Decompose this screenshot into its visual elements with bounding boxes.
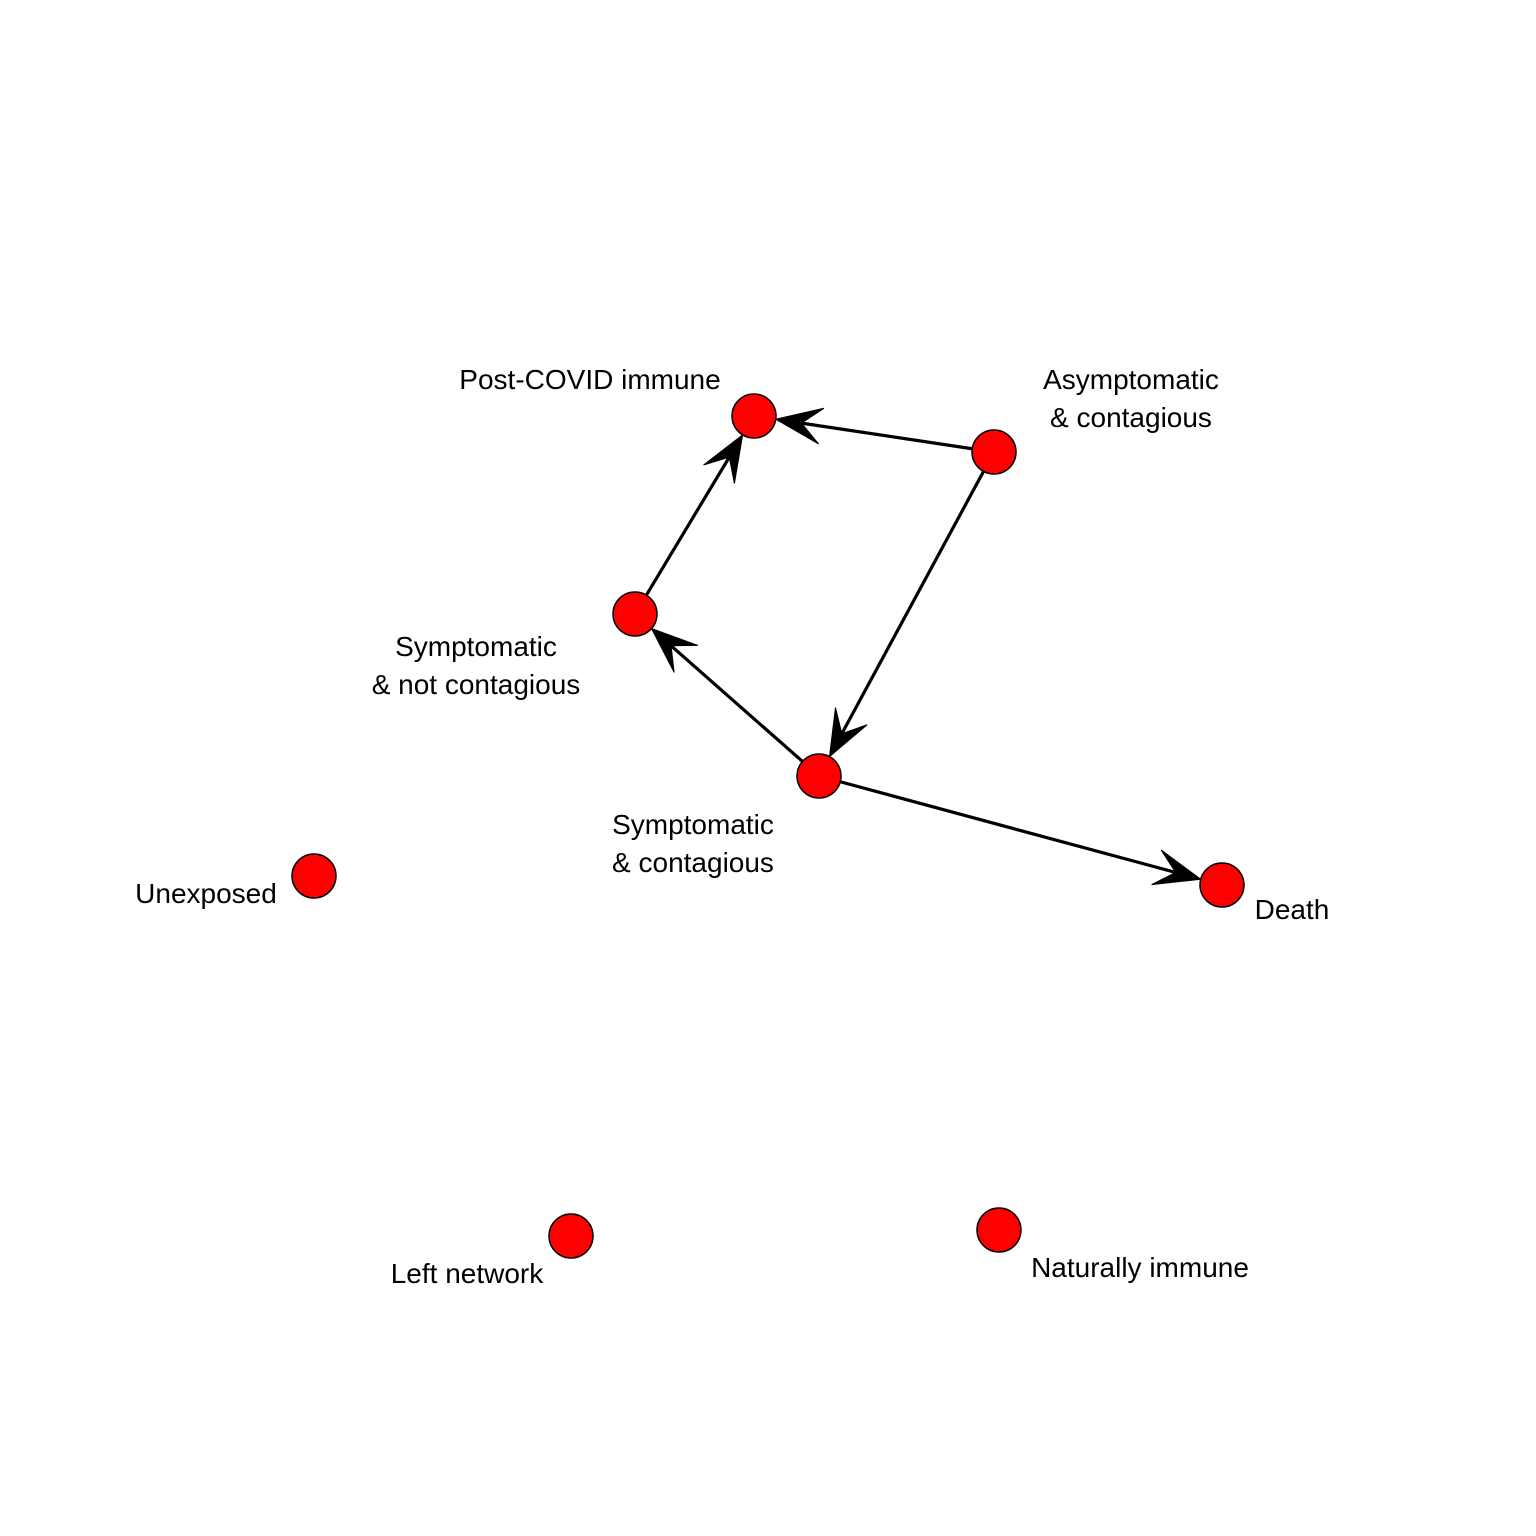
node-label-line: & not contagious [372, 669, 581, 700]
arrow-head [650, 627, 699, 673]
node-label-post-covid-immune: Post-COVID immune [459, 364, 720, 395]
node-label-left-network: Left network [391, 1258, 545, 1289]
node-label-asymptomatic-contagious: Asymptomatic & contagious [1043, 364, 1219, 433]
edge-line [840, 469, 986, 736]
edge-asymptomatic_contagious-to-symptomatic_contagious [828, 469, 986, 758]
nodes-layer [291, 393, 1245, 1259]
arrow-head [703, 433, 744, 484]
arrow-head [828, 707, 868, 758]
edge-line [799, 421, 974, 451]
node-asymptomatic-contagious [971, 429, 1017, 475]
node-death [1199, 862, 1245, 908]
node-label-unexposed: Unexposed [135, 878, 277, 909]
node-label-death: Death [1255, 894, 1330, 925]
node-symptomatic-contagious [796, 753, 842, 799]
node-label-line: Post-COVID immune [459, 364, 720, 395]
node-post-covid-immune [731, 393, 777, 439]
node-label-line: Death [1255, 894, 1330, 925]
edge-asymptomatic_contagious-to-post_covid_immune [774, 407, 974, 451]
edge-line [644, 455, 731, 597]
node-label-naturally-immune: Naturally immune [1031, 1252, 1249, 1283]
node-label-line: Symptomatic [612, 809, 774, 840]
node-label-line: Symptomatic [395, 631, 557, 662]
edges-layer [644, 407, 1203, 886]
node-label-line: Naturally immune [1031, 1252, 1249, 1283]
edge-line [669, 644, 805, 764]
node-label-line: & contagious [1050, 402, 1212, 433]
node-label-line: & contagious [612, 847, 774, 878]
node-label-line: Left network [391, 1258, 545, 1289]
node-unexposed [291, 853, 337, 899]
node-label-line: Asymptomatic [1043, 364, 1219, 395]
edge-symptomatic_not_contagious-to-post_covid_immune [644, 433, 744, 597]
labels-layer: Post-COVID immune Asymptomatic & contagiou… [135, 364, 1329, 1289]
node-label-symptomatic-not-contagious: Symptomatic & not contagious [372, 631, 581, 700]
node-left-network [548, 1213, 594, 1259]
arrow-head [774, 407, 825, 445]
arrow-head [1151, 849, 1203, 886]
node-label-symptomatic-contagious: Symptomatic & contagious [612, 809, 774, 878]
edge-symptomatic_contagious-to-symptomatic_not_contagious [650, 627, 805, 764]
edge-line [838, 780, 1178, 875]
node-naturally-immune [976, 1207, 1022, 1253]
edge-symptomatic_contagious-to-death [838, 780, 1203, 886]
node-label-line: Unexposed [135, 878, 277, 909]
node-symptomatic-not-contagious [612, 591, 658, 637]
